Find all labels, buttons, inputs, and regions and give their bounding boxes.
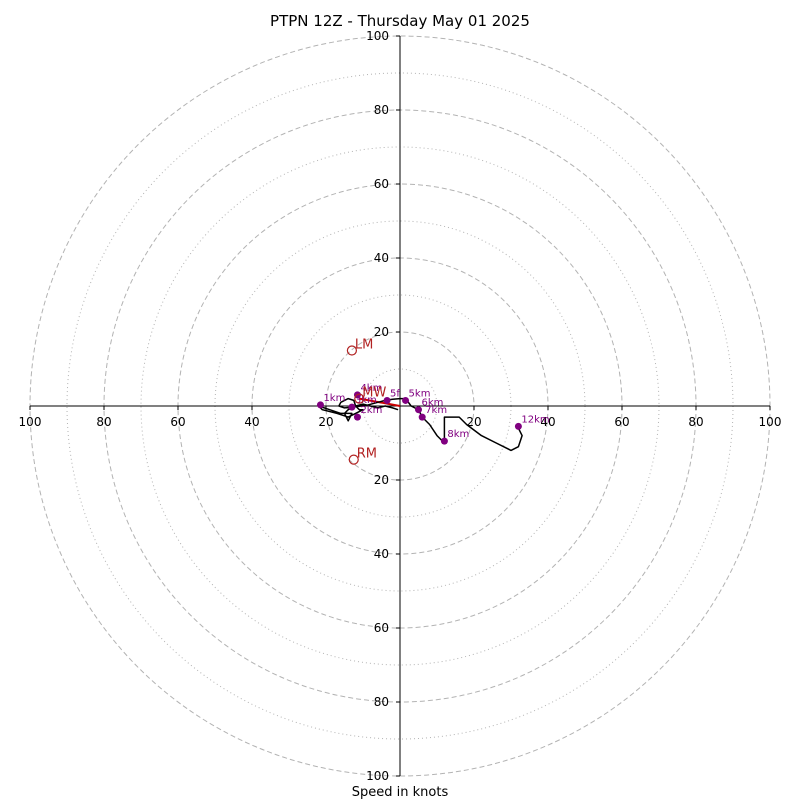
height-label-5f: 5f (390, 388, 400, 399)
height-label-6km: 6km (422, 398, 444, 409)
height-label-12km: 12km (521, 414, 549, 425)
storm-label-mw: MW (362, 386, 386, 401)
tick-label-right-40: 40 (540, 415, 555, 429)
height-marker-3km (348, 403, 356, 411)
tick-label-left-60: 60 (170, 415, 185, 429)
tick-label-bottom-60: 60 (374, 621, 389, 635)
storm-motions: LM RM MW (346, 338, 387, 465)
tick-label-top-20: 20 (374, 325, 389, 339)
height-marker-5km (402, 396, 410, 404)
tick-label-right-60: 60 (614, 415, 629, 429)
tick-label-right-20: 20 (466, 415, 481, 429)
height-marker-2km (353, 413, 361, 421)
hodograph-series (317, 397, 523, 452)
height-label-3km: 3km (355, 395, 377, 406)
height-marker-6km (415, 406, 422, 414)
tick-label-top-80: 80 (374, 103, 389, 117)
height-marker-1km (316, 401, 324, 409)
tick-label-right-80: 80 (688, 415, 703, 429)
tick-label-top-60: 60 (374, 177, 389, 191)
tick-label-bottom-40: 40 (374, 547, 389, 561)
storm-marker-mw (354, 393, 365, 404)
storm-marker-rm (348, 454, 359, 465)
tick-label-bottom-100: 100 (366, 769, 389, 783)
height-label-4km: 4km (360, 383, 382, 394)
tick-label-left-100: 100 (19, 415, 42, 429)
hodograph-line (317, 397, 523, 452)
tick-label-bottom-80: 80 (374, 695, 389, 709)
tick-labels: 20 20 20 20 40 40 40 40 60 60 60 60 80 80 80 80 100 100 10… (19, 29, 782, 783)
tick-label-left-20: 20 (318, 415, 333, 429)
chart-title: PTPN 12Z - Thursday May 01 2025 (270, 12, 530, 30)
height-label-7km: 7km (425, 405, 447, 416)
height-marker-8km (440, 437, 448, 445)
height-label-2km: 2km (360, 405, 382, 416)
tick-label-top-100: 100 (366, 29, 389, 43)
tick-label-left-80: 80 (96, 415, 111, 429)
height-label-5km: 5km (409, 388, 431, 399)
tick-label-top-40: 40 (374, 251, 389, 265)
storm-marker-lm (346, 345, 357, 356)
x-axis-label: Speed in knots (352, 785, 449, 800)
height-label-1km: 1km (323, 393, 345, 404)
tick-label-right-100: 100 (759, 415, 782, 429)
height-marker-7km (418, 413, 426, 421)
storm-label-rm: RM (357, 447, 377, 462)
height-marker-5f (383, 396, 391, 404)
height-label-8km: 8km (447, 429, 469, 440)
height-marker-12km (514, 422, 522, 430)
tick-label-left-40: 40 (244, 415, 259, 429)
storm-label-lm: LM (355, 338, 373, 353)
tick-label-bottom-20: 20 (374, 473, 389, 487)
